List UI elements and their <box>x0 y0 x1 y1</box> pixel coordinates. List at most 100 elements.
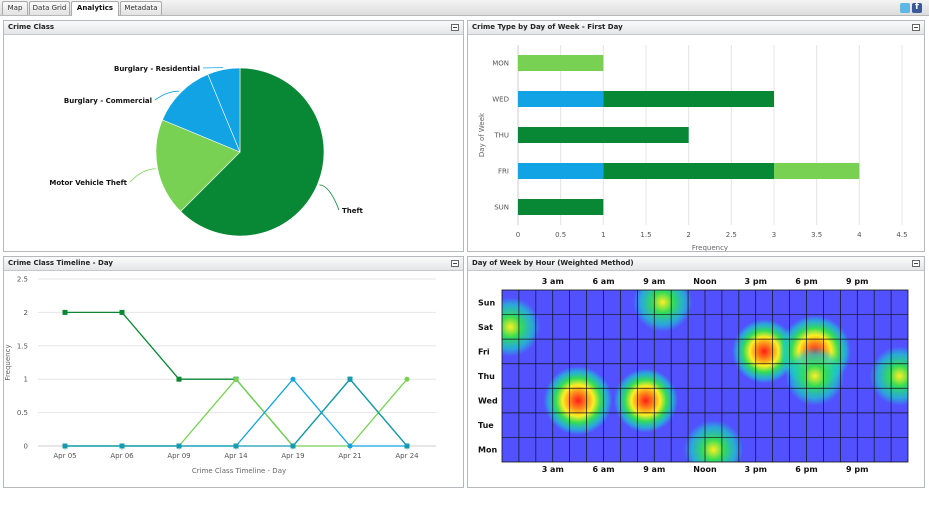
hour-label-top: 9 pm <box>846 277 868 286</box>
data-point <box>404 443 410 449</box>
minimize-button[interactable] <box>451 260 459 267</box>
hour-label-bottom: 9 am <box>643 465 665 474</box>
tab-bar: Map Data Grid Analytics Metadata f <box>0 0 929 16</box>
x-tick-label: 0 <box>516 231 520 239</box>
pie-leader-line <box>129 168 156 183</box>
x-tick-label: Apr 14 <box>224 452 248 460</box>
y-tick-label: 2 <box>24 309 28 317</box>
data-point <box>233 443 239 449</box>
bar-segment <box>603 163 774 179</box>
y-tick-label: SUN <box>494 204 509 212</box>
pie-label: Burglary - Residential <box>114 65 200 73</box>
heatmap-chart: Sun Sat Fri Thu Wed Tue Mon 3 am 3 am 6 am 6 am 9 a… <box>478 277 909 474</box>
x-tick-label: 4 <box>857 231 862 239</box>
x-axis-title: Frequency <box>692 244 728 251</box>
panel-title: Crime Class <box>8 23 55 31</box>
panel-title: Crime Class Timeline - Day <box>8 259 113 267</box>
data-point <box>290 443 296 449</box>
panel-header: Crime Class <box>4 21 463 35</box>
hour-label-top: 3 pm <box>745 277 767 286</box>
data-point <box>62 443 68 449</box>
y-axis-title: Day of Week <box>478 112 486 157</box>
day-label: Tue <box>478 421 494 430</box>
tab-metadata[interactable]: Metadata <box>120 1 162 15</box>
x-tick-label: Apr 21 <box>338 452 361 460</box>
x-tick-label: 1.5 <box>640 231 651 239</box>
data-point <box>233 376 239 382</box>
pie-slice <box>207 67 241 153</box>
x-tick-label: 2 <box>686 231 690 239</box>
pie-leader-line <box>319 184 340 211</box>
bar-segment <box>518 55 604 71</box>
tab-map[interactable]: Map <box>2 1 28 15</box>
x-tick-label: Apr 24 <box>395 452 419 460</box>
heat-spot <box>633 290 693 332</box>
y-tick-label: FRI <box>498 168 509 176</box>
pie-label: Theft <box>342 207 364 215</box>
y-axis-title: Frequency <box>4 344 12 380</box>
x-tick-label: 0.5 <box>555 231 566 239</box>
bar-chart: 0 0.5 1 1.5 2 2.5 3 3.5 4 4.5 MON WED THU FRI SUN Frequ… <box>478 45 908 252</box>
data-point <box>290 376 296 382</box>
y-tick-label: WED <box>492 96 509 104</box>
hour-label-top: Noon <box>693 277 717 286</box>
x-tick-label: Apr 19 <box>281 452 304 460</box>
panel-title: Day of Week by Hour (Weighted Method) <box>472 259 634 267</box>
bar-segment <box>603 91 774 107</box>
data-point <box>176 443 182 449</box>
y-tick-label: 0 <box>24 443 28 451</box>
y-tick-label: MON <box>492 60 509 68</box>
pie-label: Motor Vehicle Theft <box>49 179 127 187</box>
pie-slice <box>180 67 325 237</box>
pie-leader-line <box>154 90 180 101</box>
y-tick-label: 1 <box>24 376 28 384</box>
hour-label-bottom: 6 am <box>592 465 614 474</box>
y-tick-label: 1.5 <box>17 342 28 350</box>
minimize-button[interactable] <box>912 260 920 267</box>
day-by-hour-panel: Day of Week by Hour (Weighted Method) Su… <box>467 256 925 488</box>
pie-label: Burglary - Commercial <box>64 97 152 105</box>
data-point <box>119 443 125 449</box>
day-label: Sat <box>478 323 493 332</box>
y-tick-label: 0.5 <box>17 409 28 417</box>
y-tick-label: 2.5 <box>17 276 28 284</box>
pie-slice <box>162 74 241 153</box>
day-label: Sun <box>478 298 495 307</box>
facebook-icon[interactable]: f <box>912 2 922 13</box>
hour-label-top: 6 pm <box>795 277 817 286</box>
minimize-button[interactable] <box>451 24 459 31</box>
bar-segment <box>774 163 860 179</box>
bar-segment <box>518 91 604 107</box>
tab-analytics[interactable]: Analytics <box>71 1 119 16</box>
x-tick-label: 1 <box>601 231 605 239</box>
bar-segment <box>518 163 604 179</box>
x-axis-title: Crime Class Timeline - Day <box>192 467 286 475</box>
crime-type-by-day-panel: Crime Type by Day of Week - First Day 0 0… <box>467 20 925 252</box>
day-label: Fri <box>478 347 490 356</box>
data-point <box>119 309 125 315</box>
heat-spot <box>502 297 541 357</box>
x-tick-label: 3.5 <box>811 231 822 239</box>
tab-data-grid[interactable]: Data Grid <box>29 1 70 15</box>
data-point <box>347 376 353 382</box>
x-tick-label: Apr 06 <box>110 452 134 460</box>
panel-title: Crime Type by Day of Week - First Day <box>472 23 623 31</box>
x-tick-label: Apr 05 <box>53 452 76 460</box>
data-point <box>347 443 353 449</box>
hour-label-bottom: 3 am <box>542 465 564 474</box>
day-label: Thu <box>478 372 495 381</box>
x-tick-label: 4.5 <box>896 231 907 239</box>
day-label: Wed <box>478 397 498 406</box>
minimize-button[interactable] <box>912 24 920 31</box>
hour-label-bottom: 3 pm <box>745 465 767 474</box>
heat-spot <box>785 346 845 406</box>
hour-label-bottom: 6 pm <box>795 465 817 474</box>
panel-header: Day of Week by Hour (Weighted Method) <box>468 257 924 271</box>
heat-spot <box>732 319 797 384</box>
hour-label-bottom: 9 pm <box>846 465 868 474</box>
day-label: Mon <box>478 446 497 455</box>
data-point <box>176 376 182 382</box>
pie-slice <box>155 119 241 212</box>
twitter-icon[interactable] <box>900 3 910 13</box>
heat-spot <box>869 346 908 406</box>
